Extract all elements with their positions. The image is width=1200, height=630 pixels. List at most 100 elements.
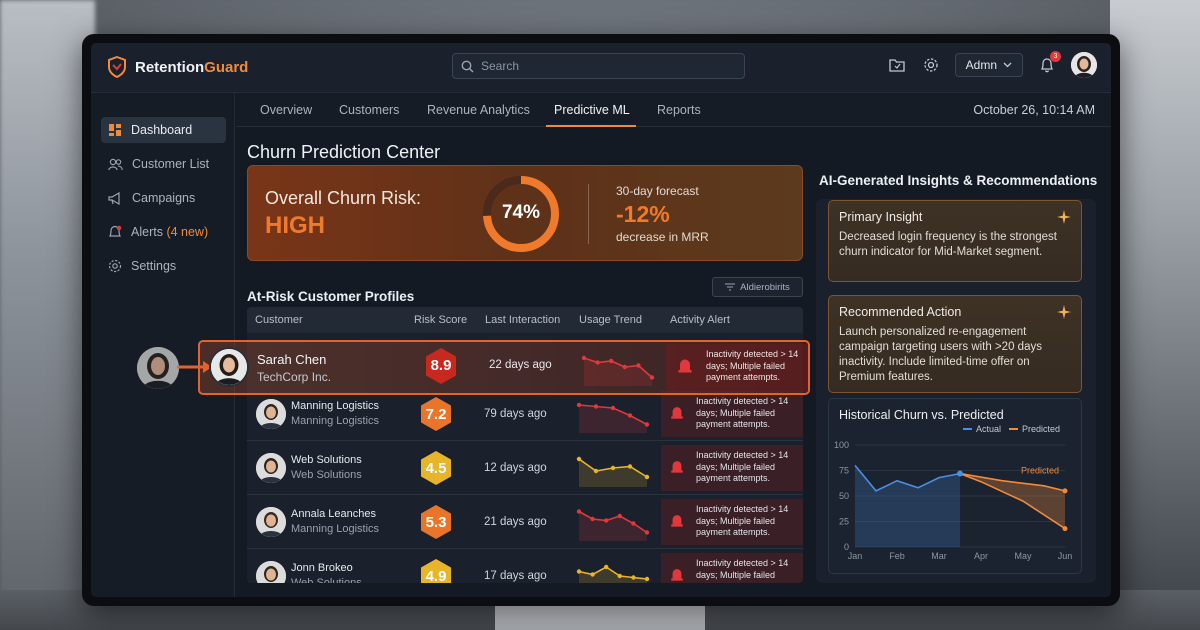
customer-name: Web Solutions <box>291 454 362 466</box>
settings-button[interactable] <box>921 55 941 75</box>
customer-name: Jonn Brokeo <box>291 562 353 574</box>
overall-risk-card: Overall Churn Risk: HIGH 74% 30-day fore… <box>247 165 803 261</box>
app-screen: RetentionGuard Admn 3 <box>91 43 1111 597</box>
predicted-series-line <box>959 472 1066 530</box>
gear-icon <box>923 58 938 72</box>
customer-name: Annala Leanches <box>291 508 377 520</box>
sidebar-item-alerts[interactable]: Alerts (4 new) <box>101 219 226 245</box>
customer-name: Sarah Chen <box>257 352 327 367</box>
column-customer[interactable]: Customer <box>255 314 303 326</box>
table-header: Customer Risk Score Last Interaction Usa… <box>247 307 803 333</box>
tab-predictive-ml[interactable]: Predictive ML <box>554 103 630 117</box>
recommended-action-body: Launch personalized re-engagement campai… <box>839 326 1042 383</box>
risk-score: 4.9 <box>425 568 447 583</box>
customer-avatar <box>256 399 286 429</box>
column-last-interaction[interactable]: Last Interaction <box>485 314 561 326</box>
shield-logo-icon <box>108 56 126 78</box>
sparkline-point <box>576 456 582 462</box>
top-bar: RetentionGuard Admn 3 <box>91 43 1111 93</box>
x-tick-label: Apr <box>974 551 988 561</box>
chevron-down-icon <box>1003 62 1012 68</box>
y-tick-label: 25 <box>839 517 849 527</box>
customer-name: Manning Logistics <box>291 400 380 412</box>
sparkline-point <box>590 516 595 522</box>
brand-logo[interactable]: RetentionGuard <box>107 56 248 78</box>
primary-insight-card[interactable]: Primary Insight Decreased login frequenc… <box>828 200 1082 282</box>
admin-dropdown[interactable]: Admn <box>954 53 1023 77</box>
sidebar-item-customer-list[interactable]: Customer List <box>101 151 226 177</box>
last-interaction: 12 days ago <box>484 462 547 474</box>
user-portrait-icon <box>256 561 286 583</box>
tab-customers[interactable]: Customers <box>339 103 400 117</box>
column-activity-alert[interactable]: Activity Alert <box>670 314 730 326</box>
alert-text: Inactivity detected > 14 days; Multiple … <box>706 349 799 382</box>
table-row[interactable]: Web Solutions Web Solutions 4.5 12 days … <box>247 441 803 495</box>
notifications-button[interactable]: 3 <box>1037 51 1061 75</box>
sparkline-point <box>644 474 650 480</box>
risk-hexagon <box>421 559 451 583</box>
risk-gauge-value: 74% <box>501 202 541 223</box>
highlighted-customer-row[interactable]: 8.9 22 days ago Inactivity detected > 14… <box>198 340 810 395</box>
sparkline-area <box>579 459 647 487</box>
user-portrait-icon <box>1071 52 1097 78</box>
sparkline-point <box>593 468 599 474</box>
user-portrait-icon <box>256 399 286 429</box>
user-portrait-icon <box>137 347 179 389</box>
y-tick-label: 0 <box>844 542 849 552</box>
sparkline-point <box>644 576 650 582</box>
alert-text: Inactivity detected > 14 days; Multiple … <box>696 504 789 537</box>
table-row[interactable]: Annala Leanches Manning Logistics 5.3 21… <box>247 495 803 549</box>
sidebar-item-settings[interactable]: Settings <box>101 253 226 279</box>
current-datetime: October 26, 10:14 AM <box>973 103 1095 117</box>
column-usage-trend[interactable]: Usage Trend <box>579 314 642 326</box>
user-avatar[interactable] <box>1071 52 1097 78</box>
tab-revenue-analytics[interactable]: Revenue Analytics <box>427 103 530 117</box>
admin-label: Admn <box>965 58 997 72</box>
table-row[interactable]: Jonn Brokeo Web Solutions 4.9 17 days ag… <box>247 549 803 583</box>
sparkline-point <box>644 422 650 427</box>
risk-hexagon <box>421 451 451 485</box>
sparkline-area <box>579 405 647 433</box>
sidebar-item-label: Alerts (4 new) <box>131 225 208 239</box>
profiles-title: At-Risk Customer Profiles <box>247 289 415 304</box>
sparkline-point <box>649 375 655 380</box>
risk-level: HIGH <box>265 212 325 239</box>
x-tick-label: Jun <box>1058 551 1073 561</box>
legend-label: Actual <box>976 425 1001 434</box>
background-right <box>1110 0 1200 630</box>
sparkline-point <box>617 513 622 519</box>
predicted-endpoint <box>1062 526 1068 532</box>
top-right-controls: Admn 3 <box>887 51 1097 78</box>
filter-button[interactable]: Aldierobirits <box>712 277 803 297</box>
tab-overview[interactable]: Overview <box>260 103 313 117</box>
risk-label: Overall Churn Risk: <box>265 188 422 208</box>
megaphone-icon <box>108 191 120 205</box>
recommended-action-card[interactable]: Recommended Action Launch personalized r… <box>828 295 1082 393</box>
x-tick-label: May <box>1014 551 1032 561</box>
sidebar-item-dashboard[interactable]: Dashboard <box>101 117 226 143</box>
sparkline-point <box>636 363 641 368</box>
risk-gauge <box>483 176 559 252</box>
sidebar-item-campaigns[interactable]: Campaigns <box>101 185 226 211</box>
primary-insight-body: Decreased login frequency is the stronge… <box>839 231 1057 258</box>
table-row[interactable]: Manning Logistics Manning Logistics 7.2 … <box>247 387 803 441</box>
insights-title: AI-Generated Insights & Recommendations <box>819 173 1098 188</box>
risk-hexagon <box>426 348 456 384</box>
gear-icon <box>108 259 122 273</box>
chart-title: Historical Churn vs. Predicted <box>839 408 1004 422</box>
last-interaction: 21 days ago <box>484 516 547 528</box>
column-risk-score[interactable]: Risk Score <box>414 314 468 326</box>
alert-text: Inactivity detected > 14 days; Multiple … <box>696 396 789 429</box>
sparkle-icon <box>1057 210 1071 224</box>
sparkline-point <box>581 355 587 361</box>
customer-avatar <box>256 507 286 537</box>
ghost-avatar <box>137 347 179 389</box>
siren-icon <box>678 359 692 373</box>
folder-button[interactable] <box>887 55 907 75</box>
arrow-right-icon <box>177 361 212 373</box>
search-input[interactable] <box>481 59 731 73</box>
search-box[interactable] <box>452 53 745 79</box>
sparkle-icon <box>1057 305 1071 319</box>
tab-reports[interactable]: Reports <box>657 103 701 117</box>
sparkline-point <box>627 413 633 418</box>
